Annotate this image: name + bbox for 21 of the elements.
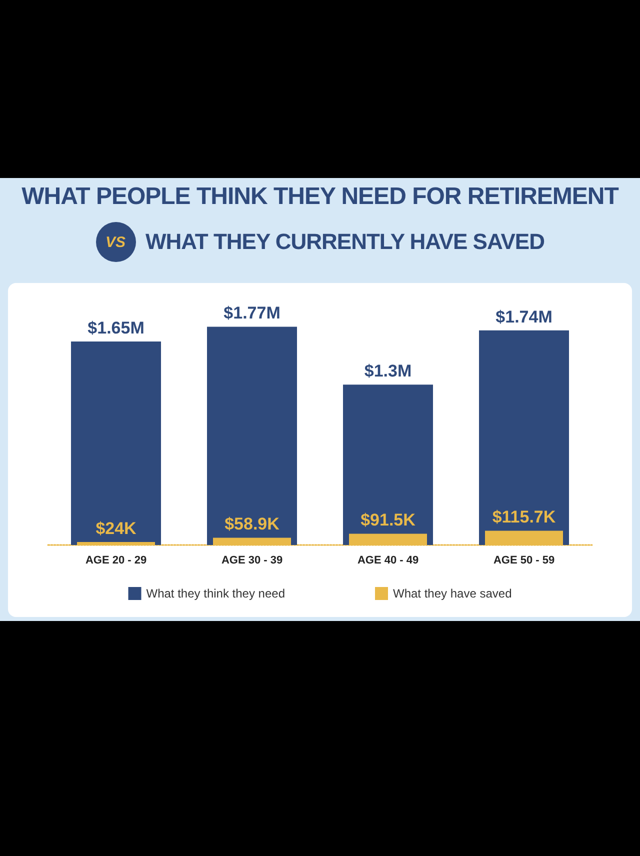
data-label: $1.65M xyxy=(88,318,144,338)
bar xyxy=(479,330,569,545)
x-tick-label: AGE 50 - 59 xyxy=(493,554,555,566)
data-label: $91.5K xyxy=(360,510,416,530)
chart-title: WHAT PEOPLE THINK THEY NEED FOR RETIREMENT xyxy=(20,182,620,212)
data-label: $58.9K xyxy=(224,514,280,534)
chart-subtitle: WHAT THEY CURRENTLY HAVE SAVED xyxy=(146,229,544,255)
data-label: $1.3M xyxy=(364,362,412,381)
bar xyxy=(71,342,161,545)
data-label: $115.7K xyxy=(492,508,556,527)
legend-label: What they have saved xyxy=(393,586,512,600)
data-label: $24K xyxy=(96,519,138,538)
x-tick-label: AGE 20 - 29 xyxy=(85,554,147,566)
text: VS xyxy=(96,222,136,262)
bar xyxy=(343,384,433,545)
bar xyxy=(207,326,297,545)
data-label: $1.77M xyxy=(224,304,280,323)
x-tick-label: AGE 30 - 39 xyxy=(221,554,283,566)
data-label: $1.74M xyxy=(496,307,552,326)
x-tick-label: AGE 40 - 49 xyxy=(357,554,419,566)
legend-label: What they think they need xyxy=(146,586,286,600)
